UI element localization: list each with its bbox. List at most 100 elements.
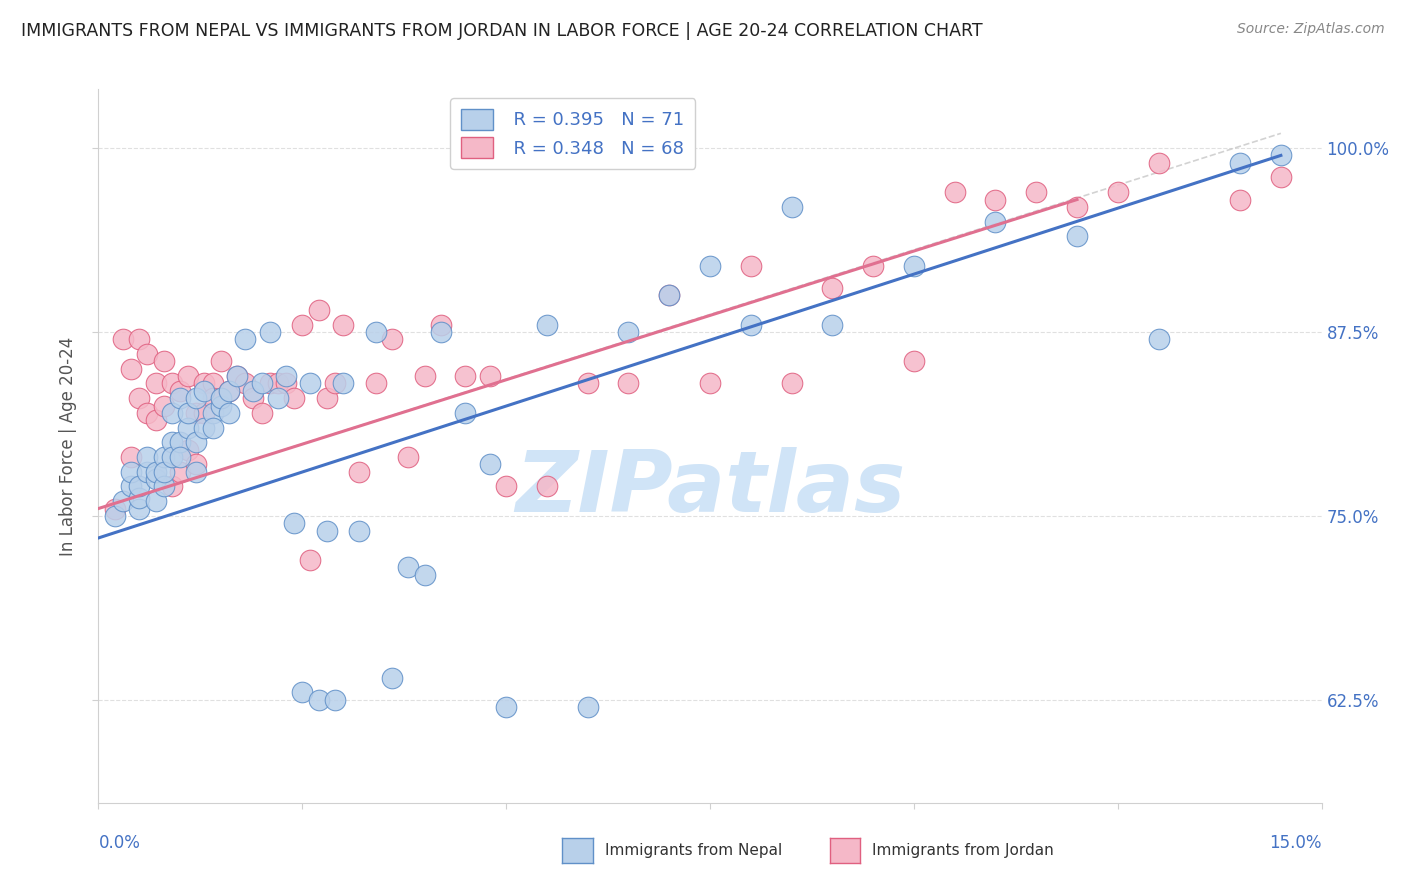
- Point: [193, 420, 215, 434]
- Point: [186, 391, 208, 405]
- Point: [699, 376, 721, 391]
- Point: [201, 406, 224, 420]
- Point: [274, 369, 297, 384]
- Point: [169, 435, 191, 450]
- Point: [1147, 155, 1170, 169]
- Point: [145, 472, 167, 486]
- Point: [104, 508, 127, 523]
- Text: IMMIGRANTS FROM NEPAL VS IMMIGRANTS FROM JORDAN IN LABOR FORCE | AGE 20-24 CORRE: IMMIGRANTS FROM NEPAL VS IMMIGRANTS FROM…: [21, 22, 983, 40]
- Point: [259, 376, 281, 391]
- Text: 15.0%: 15.0%: [1270, 834, 1322, 852]
- Point: [283, 391, 305, 405]
- Point: [396, 450, 419, 464]
- Point: [821, 281, 844, 295]
- Point: [658, 288, 681, 302]
- Point: [478, 369, 501, 384]
- Point: [250, 376, 273, 391]
- Text: ZIPatlas: ZIPatlas: [515, 447, 905, 531]
- Point: [201, 420, 224, 434]
- Point: [984, 214, 1007, 228]
- Point: [536, 318, 558, 332]
- Point: [780, 376, 803, 391]
- Point: [128, 332, 150, 346]
- Point: [740, 318, 762, 332]
- Point: [332, 318, 354, 332]
- Point: [177, 420, 200, 434]
- Point: [226, 369, 249, 384]
- Point: [209, 354, 232, 368]
- Point: [128, 391, 150, 405]
- Point: [364, 325, 387, 339]
- Point: [364, 376, 387, 391]
- Point: [413, 369, 436, 384]
- Point: [104, 501, 127, 516]
- Point: [315, 391, 337, 405]
- Point: [233, 376, 256, 391]
- Point: [111, 494, 134, 508]
- Point: [226, 369, 249, 384]
- Point: [152, 465, 174, 479]
- Point: [495, 479, 517, 493]
- Point: [177, 442, 200, 457]
- Point: [862, 259, 884, 273]
- Point: [209, 391, 232, 405]
- Point: [1270, 148, 1292, 162]
- Point: [454, 369, 477, 384]
- Text: Immigrants from Jordan: Immigrants from Jordan: [872, 844, 1053, 858]
- Point: [152, 354, 174, 368]
- Point: [259, 325, 281, 339]
- Point: [430, 318, 453, 332]
- Point: [169, 384, 191, 398]
- Point: [186, 435, 208, 450]
- Point: [1066, 200, 1088, 214]
- Point: [218, 384, 240, 398]
- Point: [903, 354, 925, 368]
- Legend:   R = 0.395   N = 71,   R = 0.348   N = 68: R = 0.395 N = 71, R = 0.348 N = 68: [450, 98, 696, 169]
- Point: [128, 491, 150, 506]
- Point: [332, 376, 354, 391]
- Point: [1107, 185, 1129, 199]
- Point: [454, 406, 477, 420]
- Point: [209, 399, 232, 413]
- Point: [128, 501, 150, 516]
- Point: [349, 465, 371, 479]
- Point: [111, 332, 134, 346]
- Point: [242, 384, 264, 398]
- Point: [218, 384, 240, 398]
- Point: [218, 406, 240, 420]
- Point: [780, 200, 803, 214]
- Point: [413, 567, 436, 582]
- Point: [145, 465, 167, 479]
- Point: [169, 465, 191, 479]
- Point: [536, 479, 558, 493]
- Text: Immigrants from Nepal: Immigrants from Nepal: [605, 844, 782, 858]
- Point: [186, 458, 208, 472]
- Point: [323, 376, 346, 391]
- Text: 0.0%: 0.0%: [98, 834, 141, 852]
- Point: [136, 450, 159, 464]
- Point: [283, 516, 305, 531]
- Point: [136, 347, 159, 361]
- Point: [120, 479, 142, 493]
- Point: [299, 553, 322, 567]
- Point: [152, 479, 174, 493]
- Point: [323, 693, 346, 707]
- Point: [160, 450, 183, 464]
- Point: [299, 376, 322, 391]
- Point: [617, 325, 640, 339]
- Point: [120, 361, 142, 376]
- Point: [233, 332, 256, 346]
- Point: [152, 399, 174, 413]
- Point: [291, 318, 314, 332]
- Point: [1229, 155, 1251, 169]
- Point: [201, 391, 224, 405]
- Point: [740, 259, 762, 273]
- Point: [160, 376, 183, 391]
- Point: [903, 259, 925, 273]
- Point: [186, 406, 208, 420]
- Point: [308, 693, 330, 707]
- Point: [160, 435, 183, 450]
- Point: [308, 302, 330, 317]
- Point: [274, 376, 297, 391]
- Point: [250, 406, 273, 420]
